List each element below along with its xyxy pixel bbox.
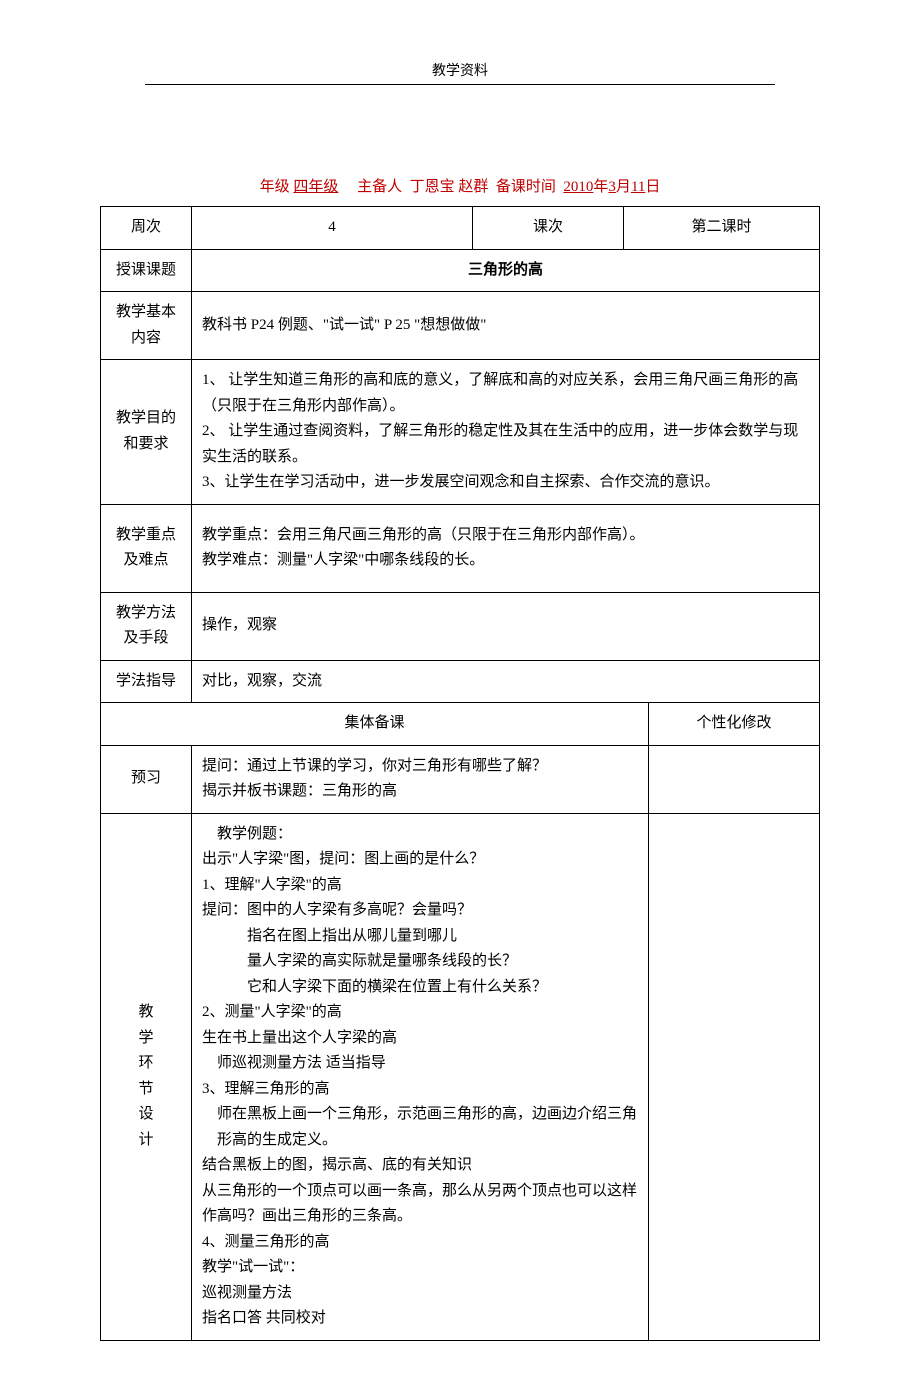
day-unit: 日	[645, 179, 660, 195]
row-method: 教学方法 及手段 操作，观察	[101, 592, 820, 660]
cell-teach-personal	[649, 813, 820, 1340]
teach-l5: 量人字梁的高实际就是量哪条线段的长？	[202, 949, 638, 975]
teach-l2: 1、理解"人字梁"的高	[202, 873, 638, 899]
cell-group-label: 集体备课	[101, 703, 649, 746]
method-label-l2: 及手段	[111, 626, 181, 652]
preview-p1: 提问：通过上节课的学习，你对三角形有哪些了解？	[202, 754, 638, 780]
grade-label: 年级	[260, 179, 290, 195]
cell-keypoint-label: 教学重点 及难点	[101, 504, 192, 592]
cell-method-value: 操作，观察	[192, 592, 820, 660]
cell-guide-label: 学法指导	[101, 660, 192, 703]
cell-session-value: 第二课时	[624, 207, 820, 250]
cell-topic-label: 授课课题	[101, 249, 192, 292]
preptime-label: 备课时间	[496, 179, 556, 195]
cell-teach-body: 教学例题： 出示"人字梁"图，提问：图上画的是什么？ 1、理解"人字梁"的高 提…	[192, 813, 649, 1340]
teach-label-c6: 计	[111, 1128, 181, 1154]
cell-basic-value: 教科书 P24 例题、"试一试" P 25 "想想做做"	[192, 292, 820, 360]
basic-label-l2: 内容	[111, 326, 181, 352]
cell-method-label: 教学方法 及手段	[101, 592, 192, 660]
doc-header-label: 教学资料	[0, 60, 920, 80]
row-basic: 教学基本 内容 教科书 P24 例题、"试一试" P 25 "想想做做"	[101, 292, 820, 360]
preview-p2: 揭示并板书课题：三角形的高	[202, 779, 638, 805]
basic-label-l1: 教学基本	[111, 300, 181, 326]
teach-l10: 3、理解三角形的高	[202, 1077, 638, 1103]
teach-label-c2: 学	[111, 1026, 181, 1052]
row-keypoint: 教学重点 及难点 教学重点：会用三角尺画三角形的高（只限于在三角形内部作高）。 …	[101, 504, 820, 592]
teach-l13: 从三角形的一个顶点可以画一条高，那么从另两个顶点也可以这样作高吗？画出三角形的三…	[202, 1179, 638, 1230]
row-group-header: 集体备课 个性化修改	[101, 703, 820, 746]
year-unit: 年	[593, 179, 608, 195]
cell-keypoint-value: 教学重点：会用三角尺画三角形的高（只限于在三角形内部作高）。 教学难点：测量"人…	[192, 504, 820, 592]
teach-label-c5: 设	[111, 1102, 181, 1128]
cell-personal-label: 个性化修改	[649, 703, 820, 746]
goal-label-l2: 和要求	[111, 432, 181, 458]
doc-header-rule	[145, 84, 775, 85]
row-guide: 学法指导 对比，观察，交流	[101, 660, 820, 703]
teach-l11: 师在黑板上画一个三角形，示范画三角形的高，边画边介绍三角形高的生成定义。	[202, 1102, 638, 1153]
keypoint-p1: 教学重点：会用三角尺画三角形的高（只限于在三角形内部作高）。	[202, 523, 809, 549]
year-value: 2010	[563, 179, 593, 195]
cell-preview-personal	[649, 745, 820, 813]
teach-l0: 教学例题：	[202, 822, 638, 848]
teach-l16: 巡视测量方法	[202, 1281, 638, 1307]
teach-l12: 结合黑板上的图，揭示高、底的有关知识	[202, 1153, 638, 1179]
teach-l1: 出示"人字梁"图，提问：图上画的是什么？	[202, 847, 638, 873]
meta-line: 年级 四年级 主备人 丁恩宝 赵群 备课时间 2010年3月11日	[0, 175, 920, 196]
keypoint-label-l1: 教学重点	[111, 523, 181, 549]
goal-label-l1: 教学目的	[111, 406, 181, 432]
lesson-plan-table: 周次 4 课次 第二课时 授课课题 三角形的高 教学基本 内容 教科书 P24 …	[100, 206, 820, 1341]
teach-l15: 教学"试一试"：	[202, 1255, 638, 1281]
row-topic: 授课课题 三角形的高	[101, 249, 820, 292]
row-teach: 教 学 环 节 设 计 教学例题： 出示"人字梁"图，提问：图上画的是什么？ 1…	[101, 813, 820, 1340]
cell-goal-label: 教学目的 和要求	[101, 360, 192, 505]
method-label-l1: 教学方法	[111, 601, 181, 627]
cell-guide-value: 对比，观察，交流	[192, 660, 820, 703]
cell-topic-value: 三角形的高	[192, 249, 820, 292]
teach-label-c1: 教	[111, 1000, 181, 1026]
cell-goal-value: 1、 让学生知道三角形的高和底的意义，了解底和高的对应关系，会用三角尺画三角形的…	[192, 360, 820, 505]
row-week: 周次 4 课次 第二课时	[101, 207, 820, 250]
row-goal: 教学目的 和要求 1、 让学生知道三角形的高和底的意义，了解底和高的对应关系，会…	[101, 360, 820, 505]
preparer-label: 主备人	[357, 179, 402, 195]
cell-week-value: 4	[192, 207, 473, 250]
page-root: 教学资料 年级 四年级 主备人 丁恩宝 赵群 备课时间 2010年3月11日 周…	[0, 0, 920, 1381]
teach-l9: 师巡视测量方法 适当指导	[202, 1051, 638, 1077]
teach-label-c3: 环	[111, 1051, 181, 1077]
row-preview: 预习 提问：通过上节课的学习，你对三角形有哪些了解？ 揭示并板书课题：三角形的高	[101, 745, 820, 813]
cell-teach-label: 教 学 环 节 设 计	[101, 813, 192, 1340]
cell-session-label: 课次	[473, 207, 624, 250]
cell-preview-label: 预习	[101, 745, 192, 813]
teach-l8: 生在书上量出这个人字梁的高	[202, 1026, 638, 1052]
teach-l3: 提问：图中的人字梁有多高呢？会量吗？	[202, 898, 638, 924]
keypoint-label-l2: 及难点	[111, 548, 181, 574]
cell-preview-value: 提问：通过上节课的学习，你对三角形有哪些了解？ 揭示并板书课题：三角形的高	[192, 745, 649, 813]
goal-p3: 3、让学生在学习活动中，进一步发展空间观念和自主探索、合作交流的意识。	[202, 470, 809, 496]
teach-l14: 4、测量三角形的高	[202, 1230, 638, 1256]
grade-value: 四年级	[293, 179, 338, 195]
goal-p1: 1、 让学生知道三角形的高和底的意义，了解底和高的对应关系，会用三角尺画三角形的…	[202, 368, 809, 419]
month-value: 3	[608, 179, 616, 195]
cell-week-label: 周次	[101, 207, 192, 250]
preparer-value: 丁恩宝 赵群	[410, 179, 489, 195]
teach-l17: 指名口答 共同校对	[202, 1306, 638, 1332]
goal-p2: 2、 让学生通过查阅资料，了解三角形的稳定性及其在生活中的应用，进一步体会数学与…	[202, 419, 809, 470]
teach-label-c4: 节	[111, 1077, 181, 1103]
day-value: 11	[631, 179, 645, 195]
teach-l4: 指名在图上指出从哪儿量到哪儿	[202, 924, 638, 950]
cell-basic-label: 教学基本 内容	[101, 292, 192, 360]
teach-l7: 2、测量"人字梁"的高	[202, 1000, 638, 1026]
keypoint-p2: 教学难点：测量"人字梁"中哪条线段的长。	[202, 548, 809, 574]
teach-l6: 它和人字梁下面的横梁在位置上有什么关系？	[202, 975, 638, 1001]
month-unit: 月	[616, 179, 631, 195]
